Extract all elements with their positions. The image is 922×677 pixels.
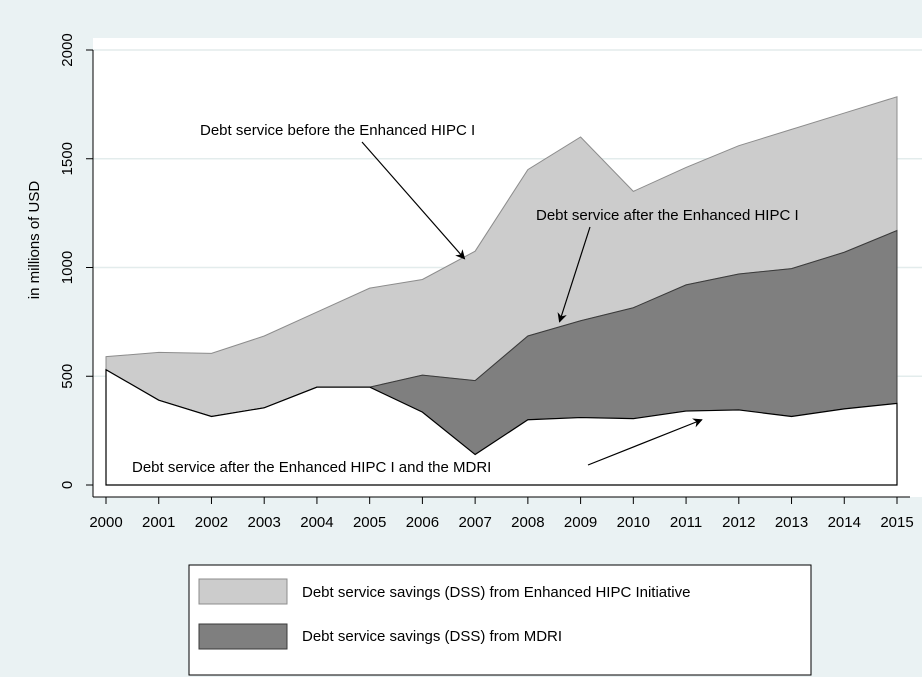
annotation-after-hipc-arrow <box>557 226 591 323</box>
x-tick-label-2009: 2009 <box>564 514 597 531</box>
x-tick-label-2003: 2003 <box>248 514 281 531</box>
y-tick-label-0: 0 <box>59 481 76 489</box>
x-tick-label-2006: 2006 <box>406 514 439 531</box>
x-tick-label-2001: 2001 <box>142 514 175 531</box>
y-axis-label: in millions of USD <box>26 181 43 300</box>
legend-label-hipc: Debt service savings (DSS) from Enhanced… <box>302 584 690 601</box>
x-tick-label-2000: 2000 <box>89 514 122 531</box>
annotation-after-mdri: Debt service after the Enhanced HIPC I a… <box>132 459 491 476</box>
x-tick-label-2012: 2012 <box>722 514 755 531</box>
x-tick-label-2010: 2010 <box>617 514 650 531</box>
annotation-after-mdri-arrow <box>587 418 703 466</box>
x-axis-ticks: 2000 2001 2002 2003 2004 2005 2006 2007 2008 2009… <box>89 497 914 531</box>
after-hipc-mdri-area <box>105 368 898 486</box>
annotation-before-hipc: Debt service before the Enhanced HIPC I <box>200 122 475 139</box>
annotation-after-hipc: Debt service after the Enhanced HIPC I <box>536 207 799 224</box>
legend-swatch-hipc <box>198 578 288 605</box>
x-tick-label-2007: 2007 <box>458 514 491 531</box>
x-tick-label-2002: 2002 <box>195 514 228 531</box>
legend-label-mdri: Debt service savings (DSS) from MDRI <box>302 628 562 645</box>
y-tick-label-500: 500 <box>59 364 76 389</box>
x-tick-label-2014: 2014 <box>828 514 861 531</box>
y-tick-label-1000: 1000 <box>59 251 76 284</box>
y-axis-ticks: 0 500 1000 1500 2000 <box>59 33 93 489</box>
annotations: Debt service before the Enhanced HIPC I … <box>132 122 799 476</box>
axes <box>92 50 910 498</box>
x-tick-label-2011: 2011 <box>670 514 702 531</box>
y-tick-label-1500: 1500 <box>59 142 76 175</box>
x-tick-label-2013: 2013 <box>775 514 808 531</box>
x-tick-label-2005: 2005 <box>353 514 386 531</box>
legend-box <box>188 564 812 676</box>
y-tick-label-2000: 2000 <box>59 33 76 66</box>
annotation-before-hipc-arrow <box>361 141 466 260</box>
x-tick-label-2008: 2008 <box>511 514 544 531</box>
legend-swatch-mdri <box>198 623 288 650</box>
x-tick-label-2004: 2004 <box>300 514 333 531</box>
legend: Debt service savings (DSS) from Enhanced… <box>188 564 812 676</box>
x-tick-label-2015: 2015 <box>880 514 913 531</box>
